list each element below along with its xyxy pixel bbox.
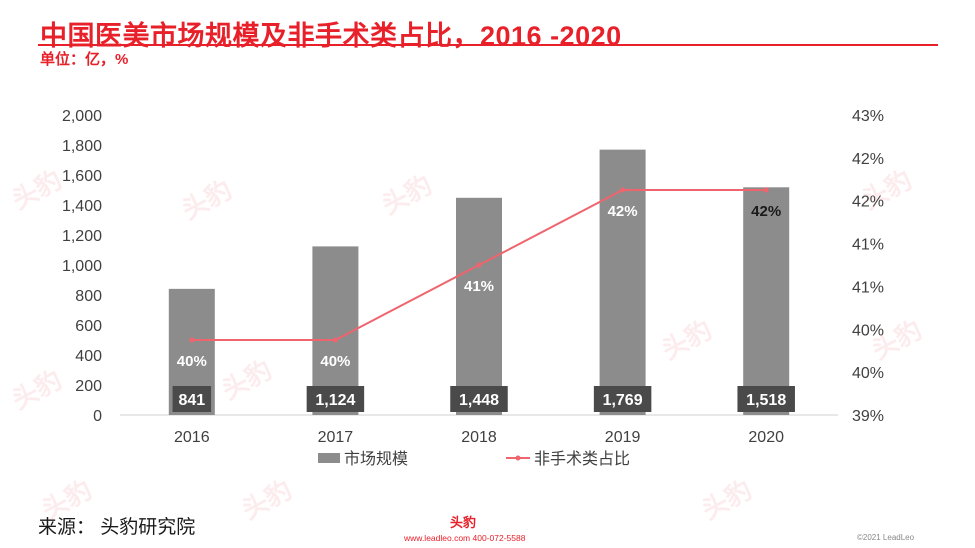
x-tick-label: 2017 [318, 429, 354, 446]
y-left-tick-label: 2,000 [62, 108, 102, 125]
y-right-tick-label: 40% [852, 322, 884, 339]
bar-value-label: 841 [178, 392, 205, 409]
line-point [476, 262, 482, 268]
y-right-tick-label: 43% [852, 108, 884, 125]
x-tick-label: 2016 [174, 429, 210, 446]
y-left-tick-label: 1,600 [62, 168, 102, 185]
source-note: 来源： 头豹研究院 [38, 517, 196, 538]
legend-swatch-marker [515, 455, 521, 461]
line-value-label: 40% [320, 353, 350, 370]
line-point [763, 187, 769, 193]
contact-info: www.leadleo.com 400-072-5588 [404, 533, 526, 543]
legend-label: 市场规模 [344, 450, 408, 468]
y-right-tick-label: 40% [852, 365, 884, 382]
title-underline [38, 44, 938, 46]
page-title: 中国医美市场规模及非手术类占比，2016 -2020 [40, 21, 622, 51]
line-value-label: 42% [751, 203, 781, 220]
line-value-label: 40% [177, 353, 207, 370]
x-tick-label: 2018 [461, 429, 497, 446]
line-point [189, 337, 195, 343]
y-left-tick-label: 200 [75, 378, 102, 395]
bar-value-label: 1,518 [746, 392, 786, 409]
y-left-tick-label: 1,800 [62, 138, 102, 155]
y-right-tick-label: 42% [852, 194, 884, 211]
y-left-tick-label: 400 [75, 348, 102, 365]
bar-value-label: 1,124 [315, 392, 355, 409]
x-tick-label: 2019 [605, 429, 641, 446]
bar-value-box [593, 386, 652, 412]
bar-value-box [450, 386, 508, 412]
x-tick-label: 2020 [748, 429, 784, 446]
line-value-label: 42% [608, 203, 638, 220]
y-left-tick-label: 0 [93, 408, 102, 425]
y-right-tick-label: 42% [852, 151, 884, 168]
bar-value-box [172, 386, 212, 412]
bar [456, 197, 502, 415]
line-point [620, 187, 626, 193]
bar-value-box [737, 386, 795, 412]
legend-swatch-bar [318, 453, 340, 463]
bar [599, 149, 646, 415]
y-left-tick-label: 1,200 [62, 228, 102, 245]
y-left-tick-label: 1,400 [62, 198, 102, 215]
line-value-label: 41% [464, 278, 494, 295]
y-left-tick-label: 800 [75, 288, 102, 305]
bar [743, 187, 790, 415]
bar-value-box [306, 386, 365, 412]
unit-label: 单位：亿，% [40, 51, 129, 68]
bar-value-label: 1,769 [603, 392, 643, 409]
y-right-tick-label: 41% [852, 237, 884, 254]
bar-value-label: 1,448 [459, 392, 499, 409]
y-left-tick-label: 1,000 [62, 258, 102, 275]
legend-label: 非手术类占比 [534, 450, 630, 468]
leadleo-logo: 头豹 [450, 515, 477, 530]
y-left-tick-label: 600 [75, 318, 102, 335]
y-right-tick-label: 41% [852, 279, 884, 296]
y-right-tick-label: 39% [852, 408, 884, 425]
copyright: ©2021 LeadLeo [857, 533, 915, 542]
line-point [332, 337, 338, 343]
